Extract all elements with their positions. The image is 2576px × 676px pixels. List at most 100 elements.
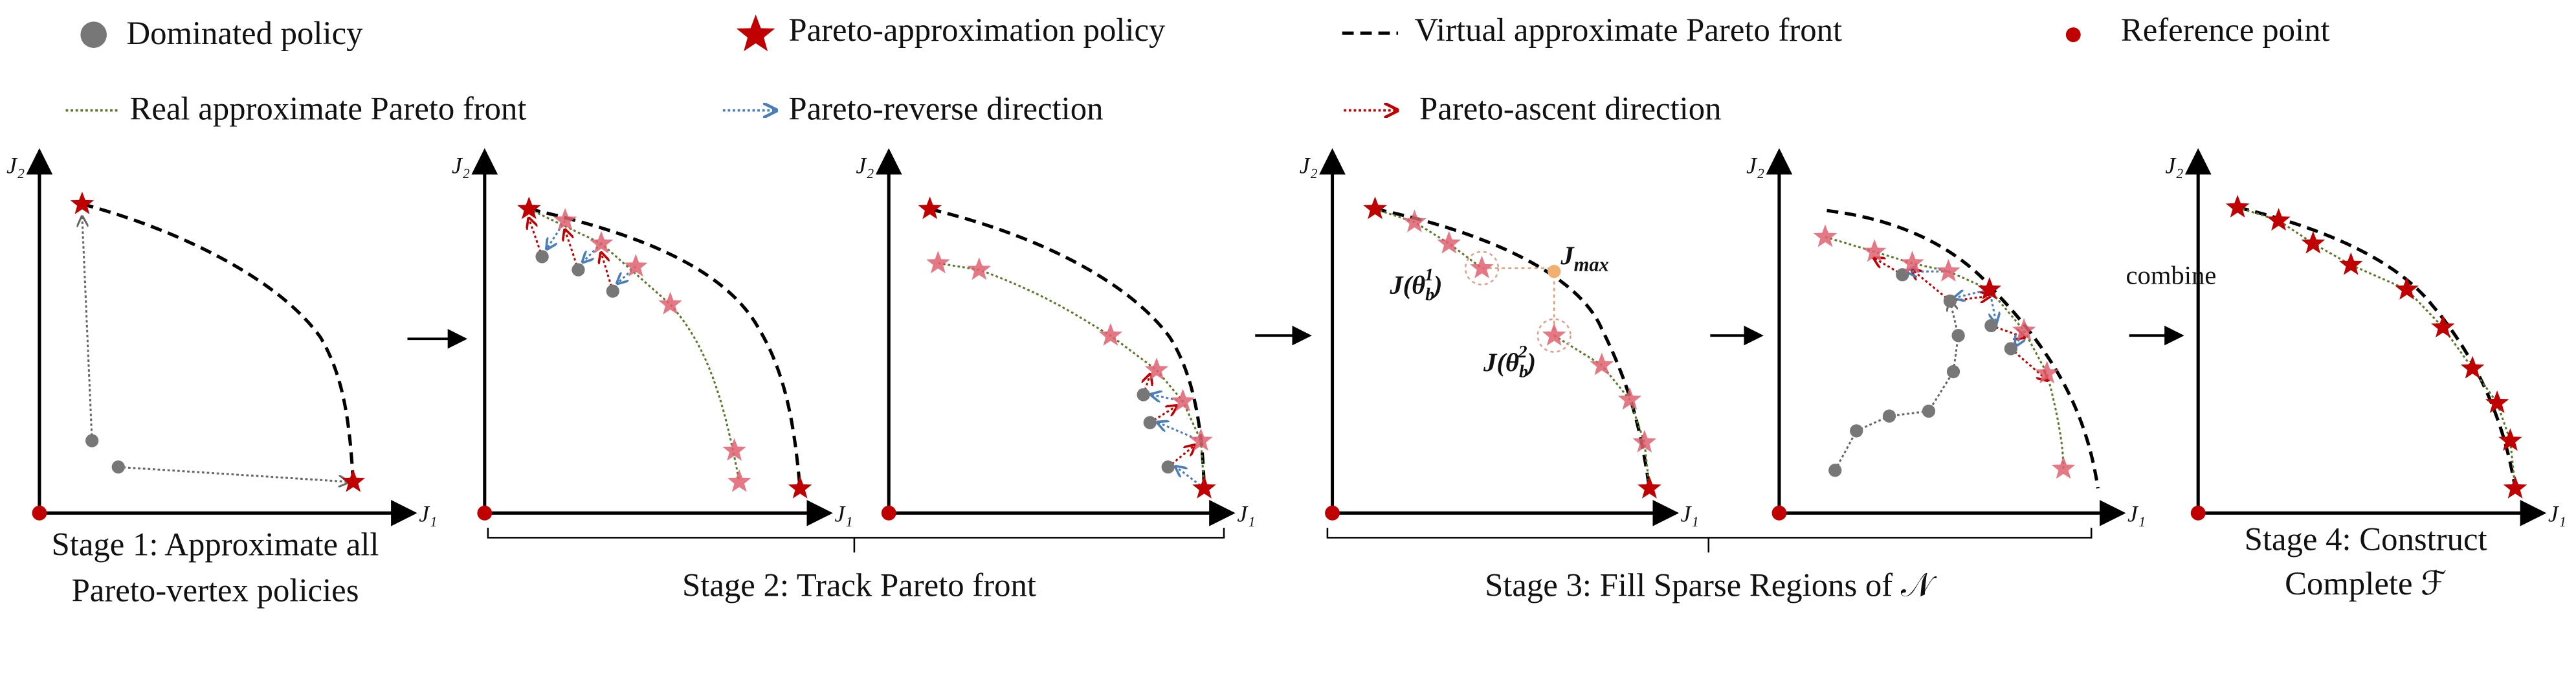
y-axis-label: J₂ [1746, 152, 1764, 178]
policy-star [1363, 196, 1387, 220]
dominated-dot [2004, 342, 2017, 355]
stage-caption: Pareto-vertex policies [72, 572, 359, 608]
policy-star [788, 475, 812, 499]
highlight-ring [1537, 318, 1571, 353]
virtual-front [82, 202, 355, 482]
bracket [1326, 528, 2093, 553]
reference-point [2190, 505, 2206, 521]
policy-star [918, 196, 942, 220]
direction-path [118, 466, 348, 482]
direction-path [1825, 236, 2065, 469]
policy-star [2301, 231, 2326, 254]
policy-star [2035, 361, 2059, 384]
stage-caption: Stage 4: Construct [2245, 521, 2487, 558]
policy-star [658, 291, 682, 315]
dominated-dot [535, 250, 549, 264]
legend-label: Real approximate Pareto front [130, 91, 527, 127]
policy-star [1437, 231, 1461, 254]
direction-path [1834, 301, 1960, 471]
dominated-dot [1143, 416, 1157, 429]
policy-star [1192, 475, 1216, 499]
policy-star [1403, 209, 1427, 232]
y-axis-label: J₂ [2165, 152, 2183, 178]
annotation-sub: b [1519, 362, 1528, 382]
y-axis-label: J₂ [452, 152, 470, 178]
virtual-front [528, 207, 802, 489]
policy-star [722, 438, 746, 461]
policy-star [2225, 194, 2250, 218]
x-axis-label: J₁ [2127, 501, 2146, 527]
policy-star [727, 469, 751, 492]
policy-star [1813, 224, 1838, 247]
dominated-dot [606, 284, 619, 298]
policy-star [2338, 252, 2363, 275]
annotation-base: J(θ [1389, 271, 1425, 300]
dominated-dot [1951, 329, 1965, 343]
dominated-dot [1946, 365, 1960, 379]
policy-star [2395, 276, 2419, 300]
annotation-close: ) [1525, 348, 1537, 377]
dominated-dot [1984, 319, 1998, 333]
policy-star [1144, 357, 1169, 381]
annotation: J(θb2) [1483, 343, 1536, 382]
x-axis-label: J₁ [1681, 501, 1699, 527]
reference-point [881, 505, 896, 521]
dominated-dot [1828, 464, 1842, 477]
direction-path [1913, 270, 1951, 302]
annotation-sub: b [1425, 285, 1434, 305]
annotation-base: J(θ [1483, 348, 1519, 377]
policy-star [2460, 355, 2485, 379]
y-axis-label: J₂ [6, 152, 25, 178]
virtual-front [1827, 208, 2100, 489]
annotation: J(θb1) [1389, 265, 1442, 304]
y-axis-label: J₂ [856, 152, 874, 178]
direction-path [565, 231, 579, 271]
reference-point [32, 505, 47, 521]
direction-path [1144, 375, 1150, 396]
annotation-sup: 2 [1518, 343, 1527, 363]
policy-star [1617, 387, 1642, 410]
legend-label: Pareto-reverse direction [788, 91, 1103, 127]
x-axis-label: J₁ [419, 501, 437, 527]
annotation-base: J [1560, 241, 1575, 270]
legend-label: Virtual approximate Pareto front [1414, 12, 1842, 48]
policy-star [517, 196, 541, 220]
legend-label: Pareto-approximation policy [788, 12, 1166, 48]
direction-path [617, 265, 637, 283]
jmax-guide [1482, 267, 1555, 336]
policy-star [1862, 239, 1887, 262]
policy-star [926, 251, 950, 274]
annotation-sub: max [1574, 254, 1609, 276]
dominated-dot [1922, 404, 1936, 418]
policy-star [1638, 475, 1661, 499]
legend-star [736, 14, 775, 52]
direction-path [1955, 288, 1990, 298]
direction-path [528, 208, 740, 482]
dominated-dot [111, 460, 125, 474]
policy-star [1937, 258, 1960, 282]
policy-star [1542, 322, 1566, 346]
legend-label: Reference point [2121, 12, 2330, 48]
direction-path [601, 253, 614, 292]
reference-point [1771, 505, 1787, 521]
direction-path [938, 262, 1206, 489]
y-axis-label: J₂ [1300, 152, 1318, 178]
stage-caption: Stage 2: Track Pareto front [682, 567, 1036, 603]
policy-star [2051, 456, 2076, 479]
dominated-dot [1882, 409, 1896, 423]
legend-label: Dominated policy [126, 15, 363, 51]
policy-star [70, 191, 94, 214]
direction-path [2237, 206, 2516, 489]
legend: Dominated policy Pareto-approximation po… [65, 12, 2330, 127]
direction-path [529, 219, 544, 257]
virtual-front [929, 207, 1206, 489]
x-axis-label: J₁ [834, 501, 852, 527]
reference-point [1325, 505, 1340, 521]
stage-caption: Stage 1: Approximate all [52, 526, 379, 562]
direction-path [2010, 348, 2047, 379]
policy-star [967, 257, 992, 280]
dominated-dot [1137, 388, 1150, 401]
annotation-close: ) [1431, 271, 1443, 300]
direction-path [583, 242, 603, 262]
